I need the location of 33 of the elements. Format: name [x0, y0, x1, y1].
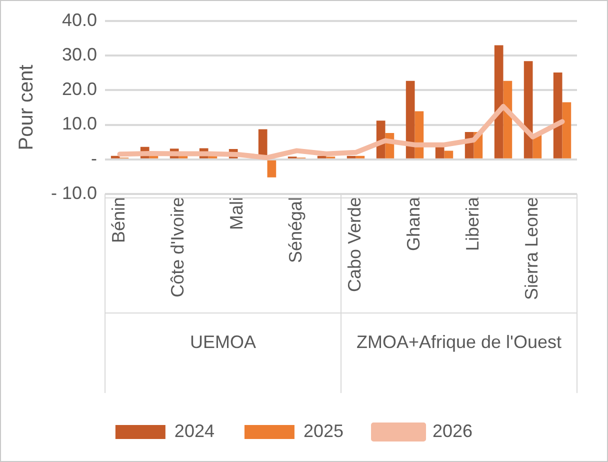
- text: UEMOA: [190, 332, 256, 352]
- bar: [562, 102, 572, 158]
- x-tick-label: Liberia: [462, 196, 483, 251]
- bar: [494, 45, 504, 158]
- x-tick-label: Sénégal: [286, 196, 306, 263]
- y-tick-label: -: [91, 148, 98, 168]
- bar: [553, 72, 562, 158]
- x-tick-label: Mali: [226, 196, 247, 230]
- bar: [444, 150, 454, 158]
- x-tick-label: Ghana: [404, 196, 424, 251]
- bar: [435, 146, 444, 158]
- y-axis-title: Pour cent: [16, 64, 38, 150]
- y-tick-label: 10.0: [62, 114, 98, 134]
- bar: [267, 160, 276, 178]
- bar: [524, 61, 533, 158]
- y-tick-label: 30.0: [62, 44, 98, 65]
- x-tick-label: Côte d'Ivoire: [168, 196, 188, 298]
- x-tick-label: Bénin: [108, 196, 129, 243]
- bar: [317, 156, 326, 158]
- y-tick-label: 40.0: [62, 10, 98, 30]
- text: ZMOA+Afrique de l'Ouest: [356, 332, 562, 352]
- bar: [346, 156, 356, 158]
- bar: [149, 156, 158, 158]
- legend-label: 2024: [174, 420, 214, 441]
- legend-label: 2026: [432, 420, 473, 441]
- y-tick-label: 20.0: [62, 79, 98, 100]
- bar: [110, 156, 120, 158]
- x-tick-label: Sierra Leone: [522, 196, 542, 300]
- y-tick-label: - 10.0: [50, 182, 98, 203]
- bar: [356, 156, 365, 158]
- bar: [406, 80, 415, 158]
- x-tick-label: Cabo Verde: [344, 196, 365, 292]
- legend-label: 2025: [303, 420, 344, 441]
